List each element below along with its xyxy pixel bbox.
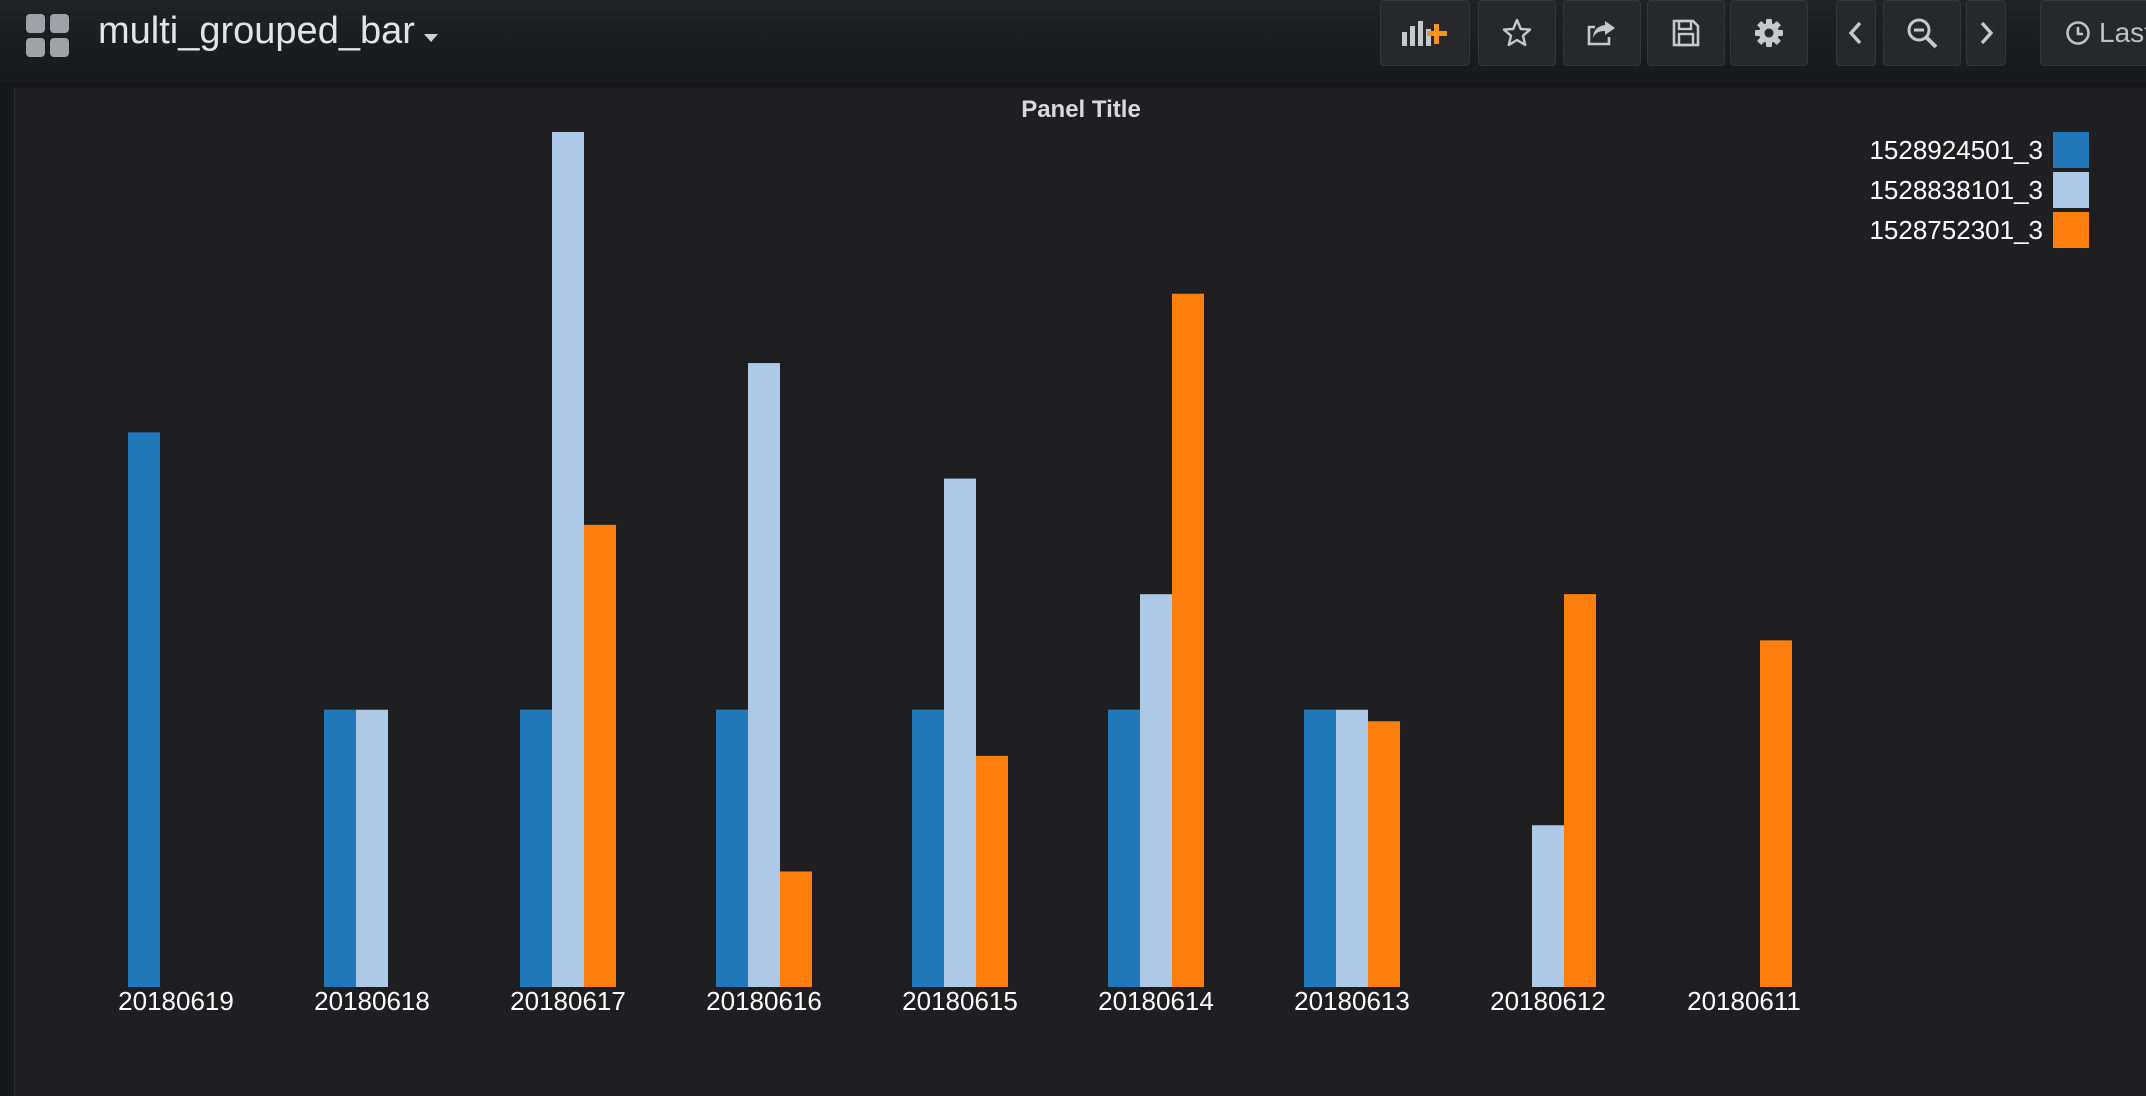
bar-20180614-1528752301_3[interactable] [1172, 293, 1204, 987]
bar-20180616-1528924501_3[interactable] [716, 709, 748, 987]
add-panel-icon [1402, 21, 1447, 46]
star-icon [1502, 18, 1532, 47]
x-axis-ticks: 20180619 20180618 20180617 20180616 20180615… [118, 986, 1801, 1016]
chevron-right-icon [1980, 21, 1994, 45]
grouped-bar-chart: 20180619 20180618 20180617 20180616 20180615… [118, 132, 2089, 1016]
share-button[interactable] [1563, 0, 1641, 66]
bar-20180613-1528752301_3[interactable] [1368, 721, 1400, 987]
bar-20180617-1528838101_3[interactable] [552, 132, 584, 987]
bar-20180615-1528752301_3[interactable] [976, 755, 1008, 987]
legend-label[interactable]: 1528838101_3 [1869, 175, 2043, 205]
panel-title[interactable]: Panel Title [1021, 96, 1141, 123]
bar-20180616-1528838101_3[interactable] [748, 363, 780, 988]
time-picker-label: Last [2099, 17, 2146, 48]
bar-20180611-1528752301_3[interactable] [1760, 640, 1792, 987]
legend-swatch[interactable] [2053, 212, 2089, 248]
bar-20180616-1528752301_3[interactable] [780, 871, 812, 987]
bar-20180614-1528838101_3[interactable] [1140, 594, 1172, 987]
time-picker-button[interactable]: Last [2040, 0, 2146, 66]
time-forward-button[interactable] [1966, 0, 2006, 66]
legend-swatch[interactable] [2053, 172, 2089, 208]
caret-down-icon[interactable] [424, 34, 438, 42]
add-panel-button[interactable] [1380, 0, 1470, 66]
legend-label[interactable]: 1528924501_3 [1869, 135, 2043, 165]
chart-panel: Panel Title 20180619 20180618 20180617 2018… [14, 88, 2146, 1096]
bar-20180617-1528752301_3[interactable] [584, 524, 616, 987]
bar-20180612-1528752301_3[interactable] [1564, 594, 1596, 987]
dashboard-title[interactable]: multi_grouped_bar [98, 10, 415, 52]
x-tick-label: 20180613 [1294, 986, 1410, 1016]
bar-20180613-1528924501_3[interactable] [1304, 709, 1336, 987]
bar-20180612-1528838101_3[interactable] [1532, 825, 1564, 987]
x-tick-label: 20180617 [510, 986, 626, 1016]
share-icon [1587, 21, 1615, 46]
x-tick-label: 20180614 [1098, 986, 1214, 1016]
bar-20180619-1528924501_3[interactable] [128, 432, 160, 987]
zoom-out-icon [1907, 18, 1938, 49]
star-button[interactable] [1478, 0, 1556, 66]
x-tick-label: 20180612 [1490, 986, 1606, 1016]
chart-legend: 1528924501_3 1528838101_3 1528752301_3 [1869, 132, 2089, 248]
legend-label[interactable]: 1528752301_3 [1869, 215, 2043, 245]
settings-button[interactable] [1730, 0, 1808, 66]
time-back-button[interactable] [1836, 0, 1876, 66]
bar-20180613-1528838101_3[interactable] [1336, 709, 1368, 987]
zoom-out-button[interactable] [1883, 0, 1961, 66]
gear-icon [1755, 19, 1783, 47]
x-tick-label: 20180615 [902, 986, 1018, 1016]
top-navbar: multi_grouped_bar [0, 0, 2146, 85]
x-tick-label: 20180616 [706, 986, 822, 1016]
bar-20180618-1528924501_3[interactable] [324, 709, 356, 987]
bar-20180614-1528924501_3[interactable] [1108, 709, 1140, 987]
x-tick-label: 20180618 [314, 986, 430, 1016]
bar-20180618-1528838101_3[interactable] [356, 709, 388, 987]
bar-20180615-1528924501_3[interactable] [912, 709, 944, 987]
x-tick-label: 20180619 [118, 986, 234, 1016]
bar-20180617-1528924501_3[interactable] [520, 709, 552, 987]
grid-icon[interactable] [26, 14, 70, 58]
save-icon [1672, 19, 1700, 47]
chart-bars [128, 132, 1792, 988]
clock-icon [2066, 21, 2090, 45]
bar-20180615-1528838101_3[interactable] [944, 478, 976, 987]
x-tick-label: 20180611 [1687, 986, 1801, 1016]
save-button[interactable] [1647, 0, 1725, 66]
chevron-left-icon [1848, 21, 1862, 45]
legend-swatch[interactable] [2053, 132, 2089, 168]
